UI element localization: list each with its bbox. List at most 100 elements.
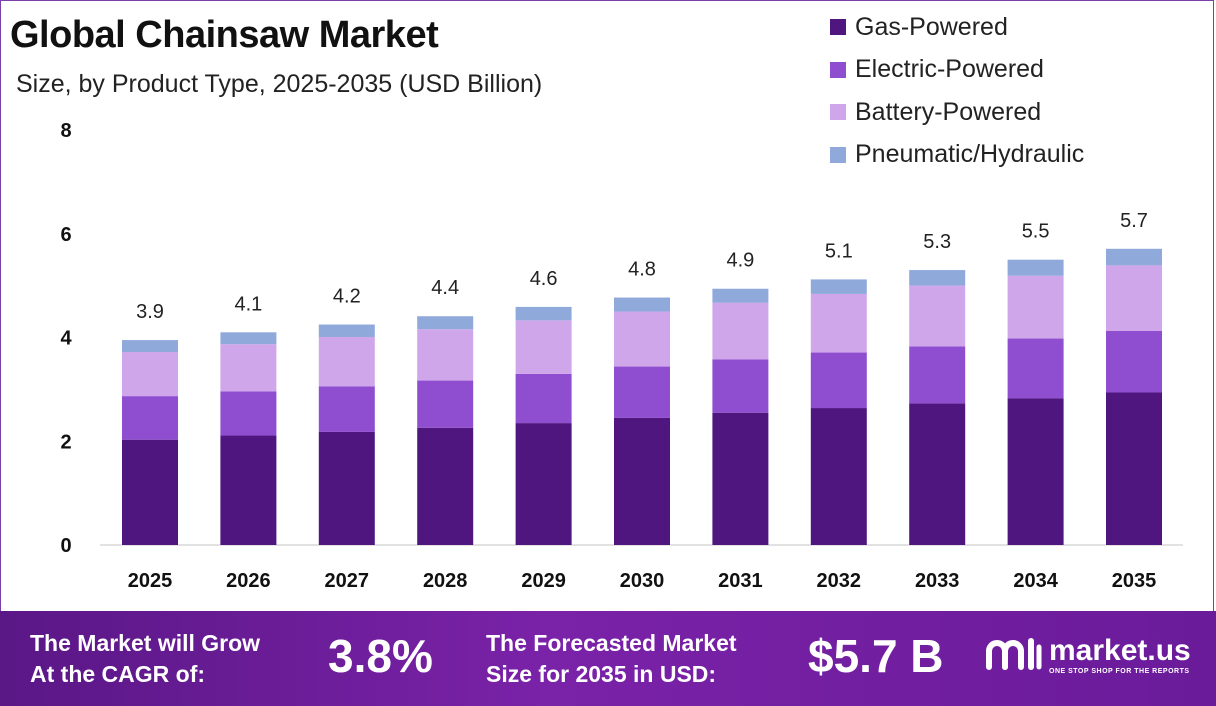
legend-swatch xyxy=(830,146,846,163)
bar-segment-gas-powered xyxy=(122,439,178,545)
legend-label: Pneumatic/Hydraulic xyxy=(855,140,1085,169)
bar-segment-electric-powered xyxy=(1007,338,1064,399)
bar-segment-electric-powered xyxy=(318,386,375,432)
x-tick-label: 2030 xyxy=(620,570,665,592)
stacked-bar-chart: 0 2 4 6 8 3.9 2025 4.1 2026 4.2 2027 4.4 2028 4.6 2029… xyxy=(60,120,1183,592)
legend-swatch xyxy=(830,19,846,36)
bar-total-label: 5.5 xyxy=(1022,221,1050,243)
x-tick-label: 2026 xyxy=(226,570,271,592)
bar-segment-battery-powered xyxy=(417,329,474,381)
forecast-label-line1: The Forecasted Market xyxy=(486,630,737,656)
bar-segment-battery-powered xyxy=(318,336,375,387)
bar-segment-battery-powered xyxy=(1106,265,1162,331)
bar-segment-electric-powered xyxy=(515,373,572,424)
x-tick-label: 2028 xyxy=(423,570,468,592)
bar-segment-pneumatic-hydraulic xyxy=(1106,248,1162,266)
brand-logo[interactable]: market.us ONE STOP SHOP FOR THE REPORTS xyxy=(985,633,1191,677)
bar-segment-gas-powered xyxy=(417,427,474,545)
bar-segment-pneumatic-hydraulic xyxy=(417,316,474,330)
x-tick-label: 2034 xyxy=(1013,570,1058,592)
bar-total-label: 4.1 xyxy=(234,293,262,315)
x-tick-label: 2029 xyxy=(521,570,566,592)
bar-segment-electric-powered xyxy=(1106,330,1162,393)
bar-segment-gas-powered xyxy=(515,423,572,545)
bar-segment-pneumatic-hydraulic xyxy=(122,340,178,353)
y-tick-label: 2 xyxy=(60,431,71,453)
bar-total-label: 4.6 xyxy=(530,268,558,290)
bar-total-label: 5.3 xyxy=(923,231,951,253)
bar-segment-gas-powered xyxy=(318,431,375,545)
market-us-logo-icon xyxy=(986,638,1042,670)
bar-segment-electric-powered xyxy=(810,352,867,409)
legend-label: Gas-Powered xyxy=(855,12,1008,41)
bar-segment-pneumatic-hydraulic xyxy=(810,279,867,294)
bar-segment-pneumatic-hydraulic xyxy=(220,332,277,345)
legend-label: Electric-Powered xyxy=(855,55,1044,84)
legend-swatch xyxy=(830,61,846,78)
forecast-value: $5.7 B xyxy=(808,630,944,682)
brand-tagline: ONE STOP SHOP FOR THE REPORTS xyxy=(1049,667,1190,675)
bar-segment-electric-powered xyxy=(220,391,277,436)
bar-segment-battery-powered xyxy=(220,344,277,392)
forecast-label-line2: Size for 2035 in USD: xyxy=(486,661,717,687)
bar-segment-battery-powered xyxy=(614,311,670,367)
bar-segment-electric-powered xyxy=(614,366,670,418)
cagr-label: The Market will Grow At the CAGR of: xyxy=(30,628,260,690)
bar-segment-gas-powered xyxy=(810,408,867,545)
bar-segment-gas-powered xyxy=(909,403,966,545)
bar-total-label: 5.7 xyxy=(1120,210,1148,232)
bar-segment-battery-powered xyxy=(515,320,572,374)
legend-item: Gas-Powered xyxy=(830,6,1084,49)
bar-total-label: 4.4 xyxy=(431,277,459,299)
cagr-label-line2: At the CAGR of: xyxy=(30,661,206,687)
bar-total-label: 5.1 xyxy=(825,240,853,262)
bar-total-label: 3.9 xyxy=(136,301,164,323)
x-tick-label: 2025 xyxy=(128,570,173,592)
bar-segment-pneumatic-hydraulic xyxy=(712,288,769,303)
chart-subtitle: Size, by Product Type, 2025-2035 (USD Bi… xyxy=(16,70,543,98)
bar-segment-pneumatic-hydraulic xyxy=(515,306,572,321)
bar-segment-gas-powered xyxy=(712,412,769,545)
bar-segment-battery-powered xyxy=(909,285,966,347)
bar-segment-electric-powered xyxy=(712,359,769,413)
bar-segment-electric-powered xyxy=(122,396,178,440)
bar-segment-gas-powered xyxy=(1007,398,1064,545)
legend-item: Electric-Powered xyxy=(830,49,1084,92)
bar-segment-pneumatic-hydraulic xyxy=(1007,259,1064,276)
bar-segment-pneumatic-hydraulic xyxy=(909,270,966,286)
footer-banner: The Market will Grow At the CAGR of: 3.8… xyxy=(0,611,1216,706)
legend-item: Battery-Powered xyxy=(830,91,1084,134)
x-tick-label: 2031 xyxy=(718,570,763,592)
bar-segment-battery-powered xyxy=(122,352,178,397)
bar-segment-battery-powered xyxy=(1007,275,1064,339)
bar-segment-gas-powered xyxy=(614,417,670,545)
bar-segment-electric-powered xyxy=(417,380,474,428)
x-tick-label: 2035 xyxy=(1112,570,1157,592)
y-tick-label: 0 xyxy=(60,535,71,557)
chart-title: Global Chainsaw Market xyxy=(10,14,439,56)
legend-swatch xyxy=(830,104,846,121)
bar-segment-gas-powered xyxy=(220,435,277,545)
forecast-label: The Forecasted Market Size for 2035 in U… xyxy=(486,628,737,690)
bar-segment-battery-powered xyxy=(810,293,867,353)
x-tick-label: 2033 xyxy=(915,570,960,592)
y-tick-label: 8 xyxy=(60,120,71,142)
bar-segment-battery-powered xyxy=(712,302,769,360)
bar-segment-gas-powered xyxy=(1106,392,1162,545)
bar-total-label: 4.9 xyxy=(726,250,754,272)
bar-total-label: 4.2 xyxy=(333,286,361,308)
bar-total-label: 4.8 xyxy=(628,259,656,281)
brand-name: market.us xyxy=(1049,633,1191,667)
x-tick-label: 2032 xyxy=(817,570,862,592)
chart-legend: Gas-Powered Electric-Powered Battery-Power… xyxy=(830,6,1084,176)
cagr-value: 3.8% xyxy=(328,630,433,682)
bar-segment-pneumatic-hydraulic xyxy=(614,297,670,312)
legend-label: Battery-Powered xyxy=(855,97,1042,126)
bar-segment-electric-powered xyxy=(909,346,966,404)
x-tick-label: 2027 xyxy=(325,570,370,592)
cagr-label-line1: The Market will Grow xyxy=(30,630,261,656)
legend-item: Pneumatic/Hydraulic xyxy=(830,134,1084,177)
bar-segment-pneumatic-hydraulic xyxy=(318,324,375,337)
y-tick-label: 4 xyxy=(60,328,72,350)
y-tick-label: 6 xyxy=(60,224,71,246)
